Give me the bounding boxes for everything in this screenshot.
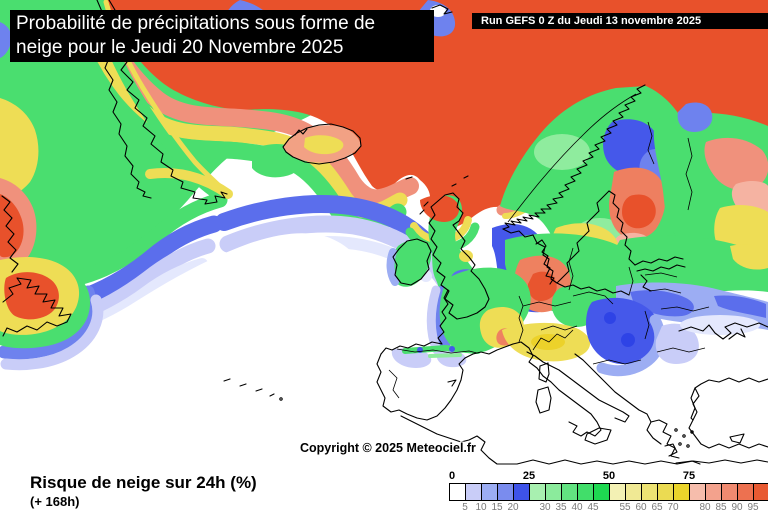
legend-minor-tick-label: 90 [731,502,743,512]
legend-cell [466,484,482,500]
legend-minor-tick-label: 80 [699,502,711,512]
legend-major-tick-label: 25 [522,470,536,482]
legend-minor-tick-label: 45 [587,502,599,512]
legend-cell [498,484,514,500]
legend-minor-tick-label: 85 [715,502,727,512]
legend-minor-tick-label: 15 [491,502,503,512]
legend-major-tick-label: 75 [682,470,696,482]
forecast-horizon: (+ 168h) [30,494,80,509]
legend-minor-tick-label: 30 [539,502,551,512]
iceland-region [252,125,361,178]
run-info-banner: Run GEFS 0 Z du Jeudi 13 novembre 2025 [472,13,768,29]
legend-cell [594,484,610,500]
legend-major-tick-label: 0 [449,470,456,482]
legend-cell [578,484,594,500]
title-banner: Probabilité de précipitations sous forme… [10,10,434,62]
legend-cell [674,484,690,500]
copyright-watermark: Copyright © 2025 Meteociel.fr [300,441,476,455]
legend-cell [642,484,658,500]
legend-cell [658,484,674,500]
legend-cell [754,484,768,500]
legend-minor-tick-label: 5 [462,502,468,512]
legend-cell [690,484,706,500]
title-line-2: neige pour le Jeudi 20 Novembre 2025 [16,37,344,58]
legend-cell [450,484,466,500]
legend-cell [514,484,530,500]
coastlines [1,0,768,465]
balkans-region [586,282,768,377]
legend-cells [449,483,768,501]
legend-cell [610,484,626,500]
legend-minor-tick-label: 35 [555,502,567,512]
legend-cell [546,484,562,500]
country-borders [388,93,710,399]
russia-region [607,102,768,299]
legend-minor-ticks: 5 10 15 20 30 35 40 45 55 60 65 70 80 85 90 95 [449,501,768,512]
legend-minor-tick-label: 55 [619,502,631,512]
title-line-1: Probabilité de précipitations sous forme… [16,13,376,34]
legend-minor-tick-label: 95 [747,502,759,512]
legend-cell [706,484,722,500]
newfoundland-region [0,256,104,371]
legend-cell [562,484,578,500]
legend-major-tick-label: 50 [602,470,616,482]
legend-title: Risque de neige sur 24h (%) [30,473,257,492]
legend-minor-tick-label: 70 [667,502,679,512]
color-scale-legend: 0 25 50 75 5 10 15 20 30 35 40 45 55 60 65 70 80 85 90 95 [449,470,768,512]
central-europe-region [439,233,639,362]
atlantic-clear-zone [0,233,380,465]
legend-minor-tick-label: 10 [475,502,487,512]
legend-cell [722,484,738,500]
weather-map [0,0,768,465]
legend-cell [482,484,498,500]
legend-minor-tick-label: 40 [571,502,583,512]
run-info-text: Run GEFS 0 Z du Jeudi 13 novembre 2025 [481,15,702,27]
legend-minor-tick-label: 60 [635,502,647,512]
legend-cell [626,484,642,500]
legend-major-ticks: 0 25 50 75 [449,470,768,483]
legend-cell [530,484,546,500]
legend-minor-tick-label: 20 [507,502,519,512]
legend-minor-tick-label: 65 [651,502,663,512]
legend-cell [738,484,754,500]
